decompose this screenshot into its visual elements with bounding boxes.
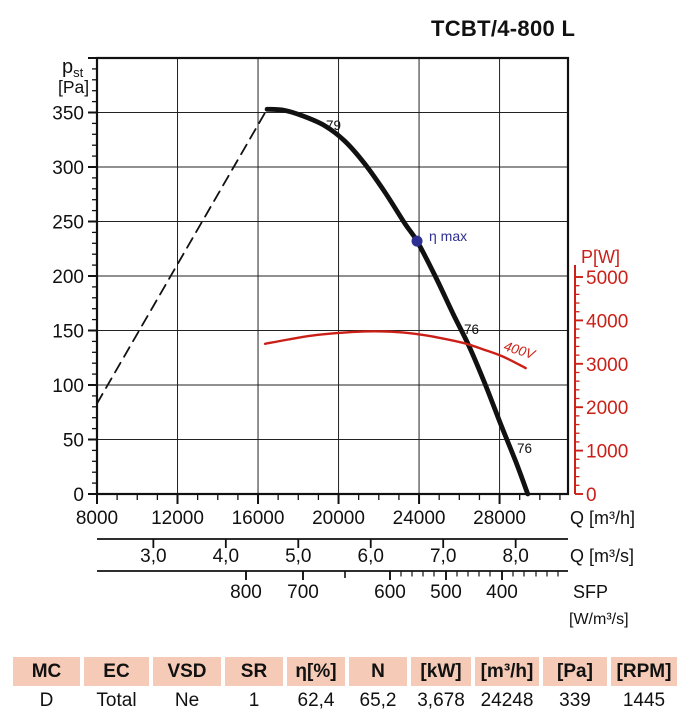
sfp-tick-label: 500 [430, 582, 462, 603]
table-value-cell: 1 [225, 686, 283, 715]
flow-axis-m3s: 3,0 4,0 5,0 6,0 7,0 8,0 Q [m³/s] [97, 538, 634, 567]
fan-pressure-curve [264, 106, 531, 497]
flow-m3s-tick-label: 6,0 [358, 546, 384, 567]
power-axis-title: P[W] [581, 247, 620, 267]
flow-tick-label: 24000 [393, 508, 446, 529]
power-tick-label: 3000 [586, 355, 628, 376]
plot-grid [97, 58, 568, 494]
pressure-tick-label: 50 [63, 431, 84, 452]
table-value-cell: D [13, 686, 80, 715]
power-tick-label: 0 [586, 485, 597, 506]
flow-axis-title: Q [m³/h] [570, 508, 635, 528]
curve-annotation: 76 [517, 441, 532, 456]
surge-line [96, 108, 268, 405]
pressure-tick-label: 150 [52, 322, 84, 343]
sfp-axis-title: SFP [573, 582, 608, 602]
table-value-cell: 339 [543, 686, 607, 715]
power-tick-label: 5000 [586, 268, 628, 289]
flow-axis-m3h: 8000 12000 16000 20000 24000 28000 Q [m³/h] [76, 494, 635, 529]
flow-m3s-tick-label: 3,0 [140, 546, 166, 567]
pressure-tick-label: 350 [52, 104, 84, 125]
table-header-cell: [kW] [411, 657, 471, 686]
sfp-tick-label: 600 [374, 582, 406, 603]
flow-tick-label: 12000 [151, 508, 204, 529]
table-value-cell: 24248 [475, 686, 539, 715]
flow-m3s-tick-label: 8,0 [502, 546, 528, 567]
sfp-axis-unit: [W/m³/s] [569, 611, 629, 628]
flow-m3s-tick-label: 5,0 [285, 546, 311, 567]
table-value-row: D Total Ne 1 62,4 65,2 3,678 24248 339 1445 [13, 686, 680, 715]
pressure-tick-label: 100 [52, 376, 84, 397]
table-value-cell: 1445 [611, 686, 677, 715]
table-value-cell: 62,4 [287, 686, 345, 715]
curve-annotation: 76 [464, 322, 479, 337]
table-value-cell: 65,2 [349, 686, 407, 715]
table-value-cell: 3,678 [411, 686, 471, 715]
table-header-cell: [m³/h] [475, 657, 539, 686]
pressure-tick-label: 300 [52, 158, 84, 179]
power-tick-label: 4000 [586, 311, 628, 332]
table-header-cell: SR [225, 657, 283, 686]
duty-point-table: MC EC VSD SR η[%] N [kW] [m³/h] [Pa] [RPM] D Total… [13, 657, 680, 715]
table-value-cell: Ne [153, 686, 221, 715]
sfp-axis: 800 700 600 500 400 SFP [W/m³/s] [97, 570, 629, 628]
chart-title: TCBT/4-800 L [431, 16, 576, 41]
power-curve-400V [263, 330, 527, 370]
table-header-cell: MC [13, 657, 80, 686]
power-tick-label: 1000 [586, 442, 628, 463]
table-header-cell: [RPM] [611, 657, 677, 686]
sfp-tick-label: 800 [230, 582, 262, 603]
pressure-axis-unit: [Pa] [58, 77, 89, 97]
flow-m3s-tick-label: 7,0 [430, 546, 456, 567]
table-header-cell: η[%] [287, 657, 345, 686]
sfp-tick-label: 700 [287, 582, 319, 603]
table-header-cell: EC [84, 657, 149, 686]
eta-max-marker [411, 235, 423, 247]
curves [96, 106, 531, 497]
pressure-tick-label: 0 [73, 485, 84, 506]
table-header-cell: VSD [153, 657, 221, 686]
table-header-cell: [Pa] [543, 657, 607, 686]
curve-annotation: η max [429, 228, 467, 244]
table-value-cell: Total [84, 686, 149, 715]
pressure-tick-label: 200 [52, 267, 84, 288]
eta-max-point [411, 235, 423, 247]
table-header-cell: N [349, 657, 407, 686]
flow-tick-label: 28000 [473, 508, 526, 529]
flow-tick-label: 8000 [76, 508, 118, 529]
curve-annotation: 79 [326, 118, 341, 133]
power-tick-label: 2000 [586, 398, 628, 419]
flow-tick-label: 20000 [312, 508, 365, 529]
flow-tick-label: 16000 [232, 508, 285, 529]
sfp-tick-label: 400 [486, 582, 518, 603]
flow-m3s-tick-label: 4,0 [213, 546, 239, 567]
table-header-row: MC EC VSD SR η[%] N [kW] [m³/h] [Pa] [RPM] [13, 657, 680, 686]
pressure-tick-label: 250 [52, 213, 84, 234]
flow-m3s-axis-title: Q [m³/s] [570, 546, 634, 566]
